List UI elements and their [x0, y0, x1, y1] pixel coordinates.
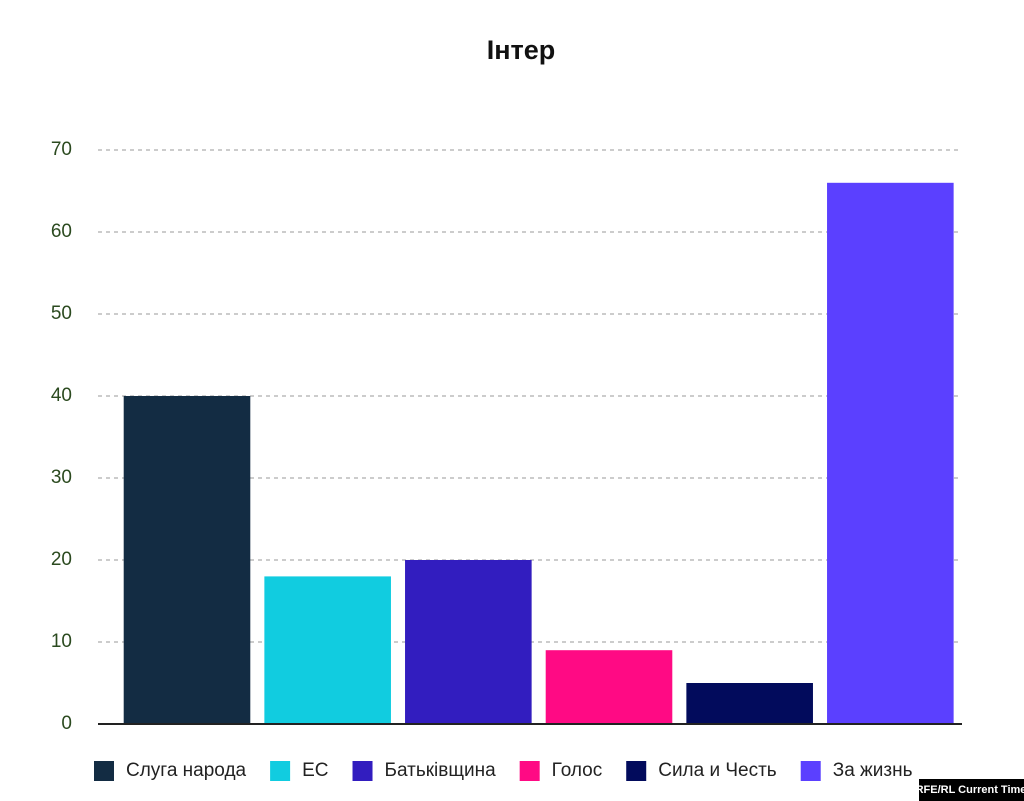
bar: [686, 683, 813, 724]
legend-swatch: [94, 761, 114, 781]
legend-label: ЕС: [302, 760, 328, 781]
legend-swatch: [519, 761, 540, 781]
legend-label: Батьківщина: [385, 760, 497, 781]
y-tick-label: 70: [51, 139, 72, 160]
legend-swatch: [352, 761, 373, 781]
legend-label: Голос: [552, 760, 603, 781]
credit-box: [919, 779, 1024, 801]
bar: [264, 576, 391, 724]
legend-swatch: [626, 761, 647, 781]
y-tick-label: 20: [51, 549, 72, 570]
legend-label: Слуга народа: [126, 760, 247, 781]
bar: [545, 650, 673, 724]
legend-swatch: [800, 761, 821, 781]
y-tick-label: 10: [51, 631, 72, 652]
bar: [827, 182, 954, 725]
chart-title: Інтер: [487, 35, 556, 65]
legend-label: Сила и Честь: [658, 760, 777, 781]
credit: RFE/RL Current Time: [916, 784, 1024, 796]
y-tick-label: 30: [51, 467, 72, 488]
bar: [123, 396, 251, 724]
legend-label: За жизнь: [833, 760, 913, 781]
bar: [405, 560, 532, 724]
y-tick-label: 0: [61, 713, 72, 734]
y-tick-label: 50: [51, 303, 72, 324]
y-tick-label: 40: [51, 385, 72, 406]
legend-swatch: [270, 761, 291, 781]
y-tick-label: 60: [51, 221, 72, 242]
